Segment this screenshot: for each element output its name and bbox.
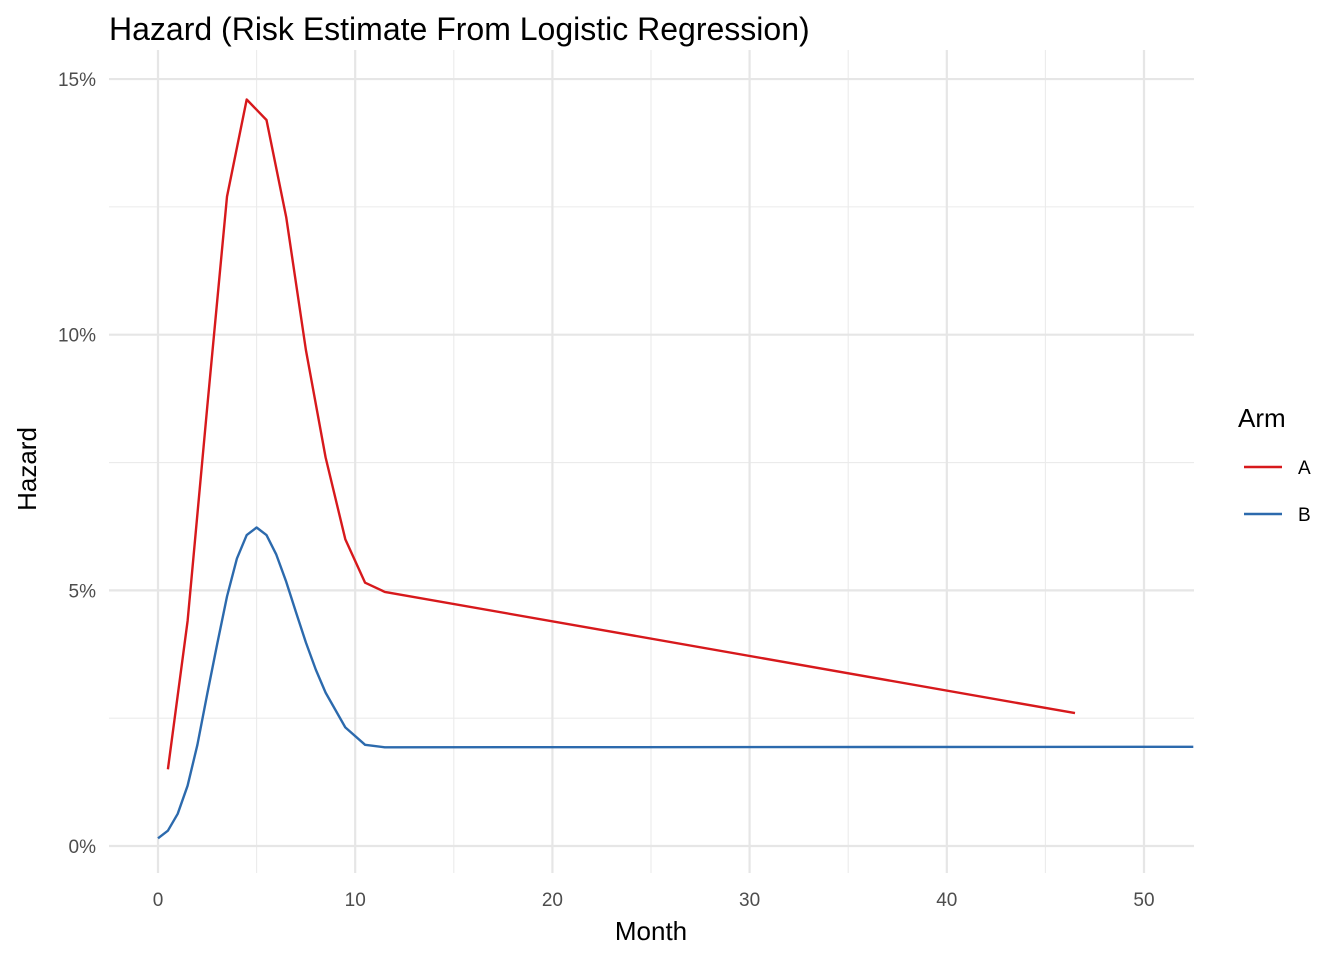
- series-lines: [157, 98, 1194, 840]
- x-axis-title: Month: [615, 916, 687, 946]
- legend-label-a: A: [1298, 458, 1311, 479]
- x-tick-label: 20: [542, 890, 563, 911]
- y-tick-label: 15%: [58, 70, 96, 91]
- x-axis-ticks: 0 10 20 30 40 50: [153, 890, 1155, 911]
- chart-title: Hazard (Risk Estimate From Logistic Regr…: [109, 11, 810, 47]
- legend-label-b: B: [1298, 505, 1311, 526]
- y-tick-label: 10%: [58, 326, 96, 347]
- y-tick-label: 0%: [69, 837, 97, 858]
- major-gridlines: [109, 50, 1194, 873]
- minor-gridlines: [109, 50, 1194, 873]
- series-line-a: [166, 98, 1076, 770]
- y-axis-title: Hazard: [12, 427, 42, 511]
- x-tick-label: 10: [345, 890, 366, 911]
- x-tick-label: 50: [1133, 890, 1154, 911]
- y-axis-ticks: 0% 5% 10% 15%: [58, 70, 96, 858]
- x-tick-label: 40: [936, 890, 957, 911]
- series-line-b: [157, 526, 1194, 840]
- y-tick-label: 5%: [69, 581, 97, 602]
- legend: Arm A B: [1238, 403, 1311, 526]
- x-tick-label: 30: [739, 890, 760, 911]
- x-tick-label: 0: [153, 890, 164, 911]
- legend-title: Arm: [1238, 403, 1286, 433]
